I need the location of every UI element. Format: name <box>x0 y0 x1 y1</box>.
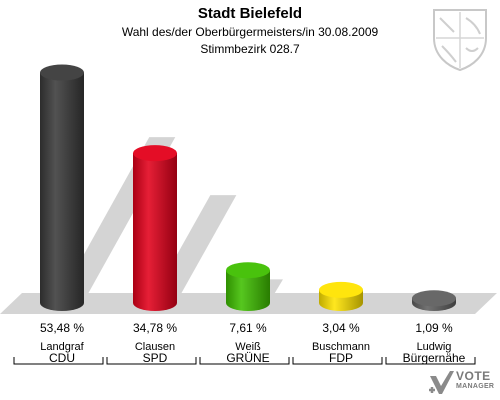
party-label: CDU <box>49 351 75 365</box>
candidate-label: Buschmann <box>312 341 370 353</box>
value-label: 3,04 % <box>322 321 360 335</box>
value-label: 53,48 % <box>40 321 84 335</box>
bar-top <box>412 290 456 307</box>
party-label: Bürgernähe <box>403 351 466 365</box>
coat-of-arms-icon <box>433 9 487 72</box>
bar <box>226 270 270 311</box>
district-label: Stimmbezirk 028.7 <box>200 42 300 56</box>
bar-top <box>40 64 84 81</box>
candidate-label: Clausen <box>135 341 175 353</box>
candidate-label: Weiß <box>235 341 261 353</box>
value-label: 1,09 % <box>415 321 453 335</box>
party-bracket <box>199 357 290 365</box>
party-bracket <box>13 357 104 365</box>
logo-text-vote: VOTE <box>456 369 491 383</box>
value-label: 7,61 % <box>229 321 267 335</box>
party-label: GRÜNE <box>226 351 269 365</box>
vote-manager-logo: VOTE MANAGER <box>426 368 498 398</box>
logo-text-manager: MANAGER <box>456 383 495 390</box>
candidate-label: Landgraf <box>40 341 84 353</box>
value-label: 34,78 % <box>133 321 177 335</box>
party-bracket <box>292 357 383 365</box>
chart-subtitle: Wahl des/der Oberbürgermeisters/in 30.08… <box>121 25 379 39</box>
vote-check-icon <box>429 371 454 394</box>
party-bracket <box>385 357 476 365</box>
chart-title: Stadt Bielefeld <box>197 5 303 22</box>
party-label: SPD <box>143 351 168 365</box>
bar <box>133 153 177 311</box>
bar <box>40 72 84 311</box>
bar-top <box>226 262 270 279</box>
party-label: FDP <box>329 351 353 365</box>
candidate-label: Ludwig <box>417 341 452 353</box>
bar-top <box>133 145 177 162</box>
party-bracket <box>106 357 197 365</box>
bar-top <box>319 281 363 298</box>
bars-layer <box>40 64 456 311</box>
